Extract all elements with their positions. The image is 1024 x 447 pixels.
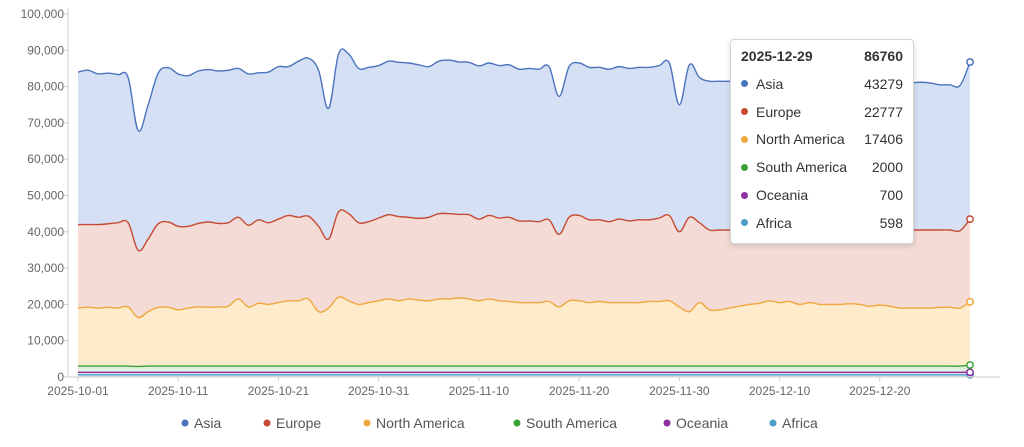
legend-label: Africa (782, 415, 818, 431)
legend-marker (769, 419, 777, 427)
tooltip: 2025-12-29 86760 Asia 43279 Europe 22777… (730, 39, 914, 244)
y-tick-label: 40,000 (27, 225, 64, 239)
legend-label: Oceania (676, 415, 728, 431)
tooltip-dot (741, 80, 748, 88)
x-tick-label: 2025-10-21 (248, 384, 310, 398)
tooltip-series-value: 2000 (871, 159, 903, 176)
tooltip-series-value: 700 (879, 187, 903, 204)
end-point-north-america (966, 297, 974, 306)
x-tick-label: 2025-10-31 (348, 384, 410, 398)
legend-marker (263, 419, 271, 427)
tooltip-series-name: North America (756, 131, 845, 148)
tooltip-row: North America 17406 (741, 126, 903, 154)
tooltip-series-name: Oceania (756, 187, 809, 204)
series-line-north-america (77, 296, 971, 319)
tooltip-series-value: 43279 (864, 75, 903, 92)
end-point-oceania (966, 368, 974, 377)
tooltip-dot (741, 191, 748, 199)
tooltip-series-value: 598 (879, 214, 903, 231)
y-tick-label: 70,000 (27, 116, 64, 130)
tooltip-row: Asia 43279 (741, 70, 903, 98)
tooltip-series-value: 22777 (864, 103, 903, 120)
tooltip-series-name: Asia (756, 75, 784, 92)
legend-label: North America (376, 415, 465, 431)
legend-marker (181, 419, 189, 427)
x-tick-label: 2025-10-11 (148, 384, 209, 398)
tooltip-dot (741, 135, 748, 143)
tooltip-header: 2025-12-29 86760 (741, 48, 903, 64)
end-point-europe (966, 215, 974, 224)
tooltip-series-name: South America (756, 159, 848, 176)
y-tick-label: 20,000 (27, 297, 64, 311)
y-tick-label: 50,000 (27, 189, 64, 203)
y-tick-label: 80,000 (27, 80, 64, 94)
tooltip-row: Oceania 700 (741, 181, 903, 209)
series-area-north-america (78, 296, 970, 367)
y-tick-label: 0 (57, 370, 64, 384)
end-point-south-america (966, 361, 974, 369)
tooltip-total: 86760 (864, 48, 903, 64)
tooltip-row: South America 2000 (741, 153, 903, 181)
x-tick-label: 2025-11-10 (449, 384, 510, 398)
tooltip-row: Europe 22777 (741, 98, 903, 126)
x-tick-label: 2025-12-20 (849, 384, 911, 398)
tooltip-dot (741, 219, 748, 227)
tooltip-row: Africa 598 (741, 209, 903, 237)
legend-marker (663, 419, 671, 427)
tooltip-dot (741, 108, 748, 116)
x-tick-label: 2025-11-30 (649, 384, 710, 398)
y-tick-label: 90,000 (27, 43, 64, 57)
legend-marker (363, 419, 371, 427)
y-tick-label: 60,000 (27, 152, 64, 166)
legend-marker (513, 419, 521, 427)
tooltip-series-name: Africa (756, 214, 792, 231)
y-tick-label: 10,000 (27, 334, 64, 348)
legend-label: Europe (276, 415, 321, 431)
series-line-south-america (78, 364, 971, 368)
tooltip-series-name: Europe (756, 103, 802, 120)
end-point-asia (966, 58, 974, 67)
legend-label: South America (526, 415, 617, 431)
tooltip-dot (741, 163, 748, 171)
series-area-south-america (78, 365, 970, 373)
tooltip-series-value: 17406 (864, 131, 903, 148)
x-tick-label: 2025-11-20 (549, 384, 610, 398)
legend-label: Asia (194, 415, 221, 431)
tooltip-date: 2025-12-29 (741, 48, 813, 64)
x-tick-label: 2025-12-10 (749, 384, 811, 398)
y-tick-label: 100,000 (21, 7, 65, 21)
y-tick-label: 30,000 (27, 261, 64, 275)
x-tick-label: 2025-10-01 (47, 384, 109, 398)
